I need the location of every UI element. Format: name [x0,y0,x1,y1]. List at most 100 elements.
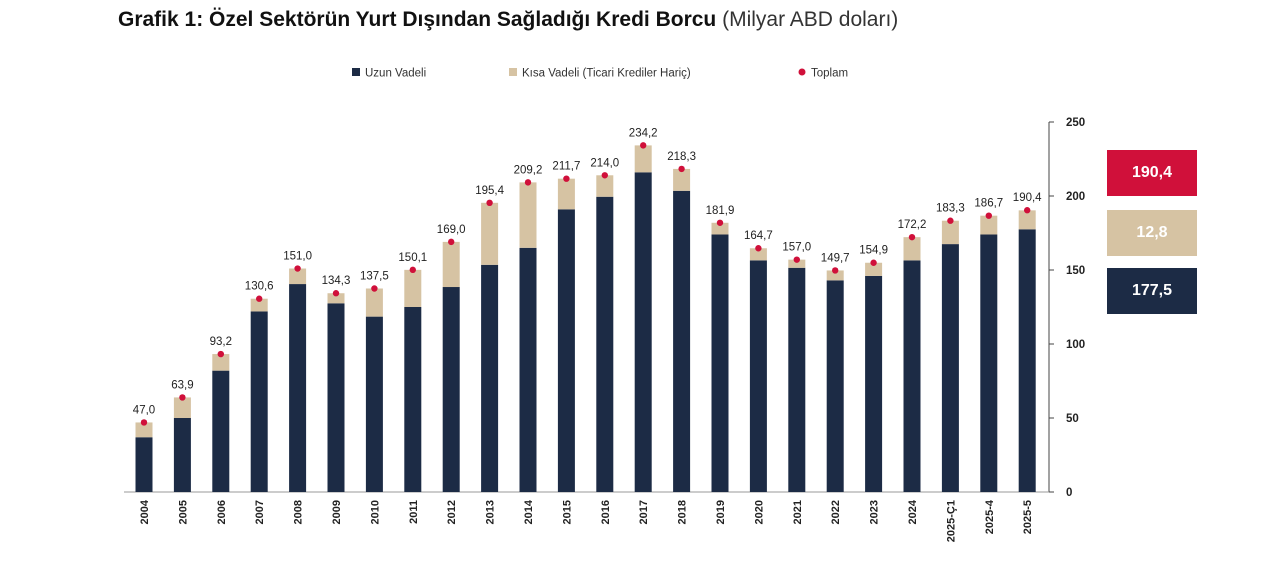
total-label-2016: 214,0 [590,157,619,169]
x-tick-label-2013: 2013 [485,500,497,524]
total-point-2016 [601,172,608,179]
bar-short-2020 [749,248,767,261]
y-tick-label: 250 [1066,117,1085,129]
total-point-2019 [716,219,724,226]
bar-short-2022 [826,270,844,281]
total-point-2020 [755,245,762,252]
bar-long-2008 [289,284,307,492]
bar-short-2015 [557,178,575,210]
chart-title-unit: (Milyar ABD doları) [722,8,899,31]
badge-total: 190,4 [1107,150,1197,196]
total-point-2010 [371,285,378,292]
bar-long-2007 [250,311,268,492]
bar-short-2025-4 [980,215,998,235]
y-tick-label: 200 [1066,191,1085,203]
x-tick-label-2021: 2021 [792,500,804,524]
total-point-2005 [179,394,186,401]
total-label-2014: 209,2 [514,164,543,176]
total-point-2018 [678,165,685,173]
bar-long-2025-Ç1 [941,244,959,492]
total-point-2017 [640,142,647,149]
total-label-2004: 47,0 [133,404,155,416]
total-label-2019: 181,9 [706,205,735,217]
total-point-2007 [256,295,263,302]
bar-long-2012 [442,287,460,492]
bar-short-2025-Ç1 [941,220,959,245]
bar-short-2018 [673,168,691,191]
bar-short-2017 [634,145,652,173]
bar-short-2011 [404,269,422,307]
y-tick-label: 100 [1066,339,1085,351]
total-label-2012: 169,0 [437,224,466,236]
bar-short-2004 [135,422,153,438]
total-point-2023 [870,259,877,266]
total-label-2024: 172,2 [898,219,927,231]
x-tick-label-2019: 2019 [715,500,727,524]
x-tick-label-2025-5: 2025-5 [1022,500,1034,534]
total-point-2012 [448,238,455,246]
bar-short-2023 [865,262,883,276]
total-label-2011: 150,1 [398,252,427,264]
bar-short-2008 [289,268,307,285]
legend-short-label: Kısa Vadeli (Ticari Krediler Hariç) [522,68,691,80]
bar-long-2021 [788,267,806,492]
y-tick-label: 0 [1066,487,1072,499]
total-point-2013 [486,199,493,207]
bar-long-2022 [826,280,844,492]
legend-long-swatch [352,68,360,76]
x-tick-label-2009: 2009 [331,500,343,524]
bar-long-2019 [711,234,729,493]
bar-long-2010 [365,316,383,492]
total-point-2008 [294,265,301,272]
x-tick-label-2015: 2015 [561,500,573,524]
bar-long-2020 [749,260,767,492]
total-point-2021 [793,256,800,263]
total-label-2025-Ç1: 183,3 [936,203,965,215]
legend-total-swatch [798,68,806,76]
bar-short-2024 [903,237,921,261]
x-tick-label-2016: 2016 [600,500,612,524]
legend-short-swatch [509,68,517,76]
bar-short-2021 [788,259,806,268]
bar-short-2016 [596,175,614,197]
total-label-2009: 134,3 [322,275,351,287]
bar-short-2007 [250,298,268,312]
y-tick-label: 50 [1066,413,1079,425]
x-tick-label-2014: 2014 [523,499,535,524]
total-point-2025-5 [1023,207,1031,214]
bar-long-2009 [327,303,345,492]
total-label-2021: 157,0 [782,242,811,254]
x-tick-label-2008: 2008 [293,500,305,524]
total-point-2004 [140,419,148,426]
bar-long-2011 [404,307,422,492]
bar-long-2024 [903,260,921,492]
x-tick-label-2006: 2006 [216,500,228,524]
total-point-2022 [832,267,839,274]
bar-short-2006 [212,354,230,371]
total-label-2013: 195,4 [475,185,504,197]
x-tick-label-2018: 2018 [677,500,689,524]
x-tick-label-2011: 2011 [408,500,420,524]
bar-long-2015 [557,209,575,492]
bar-long-2018 [673,190,691,492]
legend-total-label: Toplam [811,68,848,80]
chart-title: Grafik 1: Özel Sektörün Yurt Dışından Sa… [118,8,898,32]
x-tick-label-2017: 2017 [638,500,650,524]
bar-long-2016 [596,196,614,493]
bar-long-2014 [519,247,537,492]
y-tick-label: 150 [1066,265,1085,277]
total-label-2025-5: 190,4 [1013,192,1042,204]
x-tick-label-2022: 2022 [830,500,842,524]
x-tick-label-2024: 2024 [907,499,919,524]
bar-long-2025-4 [980,234,998,493]
bar-short-2014 [519,182,537,248]
x-tick-label-2025-Ç1: 2025-Ç1 [945,500,957,542]
total-label-2018: 218,3 [667,151,696,163]
badge-long: 177,5 [1107,268,1197,314]
x-tick-label-2023: 2023 [869,500,881,524]
bar-short-2010 [365,288,383,317]
x-tick-label-2007: 2007 [254,500,266,524]
bar-long-2013 [481,264,499,492]
total-point-2014 [524,179,532,186]
x-tick-label-2010: 2010 [369,500,381,524]
